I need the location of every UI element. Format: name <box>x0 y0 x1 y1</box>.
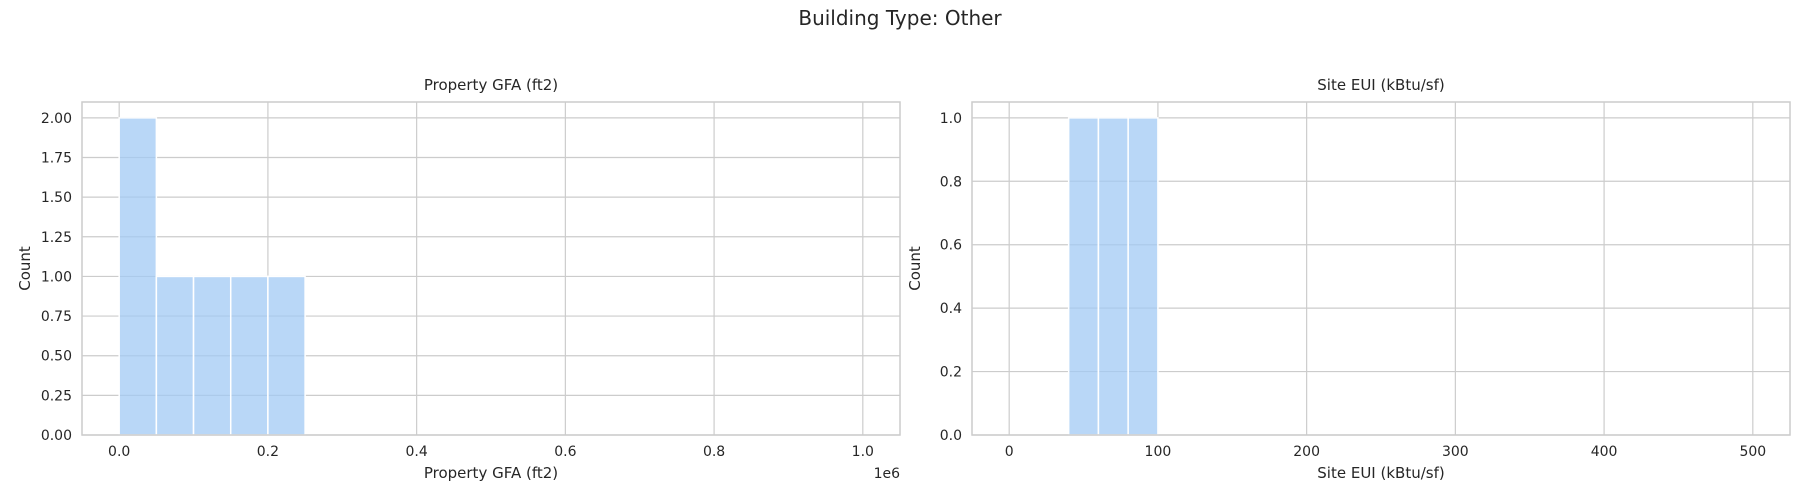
figure-title: Building Type: Other <box>798 6 1002 30</box>
y-tick-label: 0.50 <box>41 349 72 365</box>
x-tick-label: 300 <box>1442 444 1469 460</box>
x-tick-label: 0.6 <box>554 444 576 460</box>
chart-panel-1: 0.00 0.25 0.50 0.75 1.00 1.25 1.50 1.75 2.00 0.0 0… <box>16 76 901 482</box>
x-tick-label: 400 <box>1591 444 1618 460</box>
histogram-bar <box>192 275 232 436</box>
histogram-bar <box>1127 117 1159 436</box>
x-axis-offset-label: 1e6 <box>874 466 901 482</box>
x-axis-label: Site EUI (kBtu/sf) <box>1317 464 1444 482</box>
chart-panel-2: 0.0 0.2 0.4 0.6 0.8 1.0 0 100 200 300 400 500 Site E… <box>906 76 1791 482</box>
y-tick-label: 0.2 <box>940 365 962 381</box>
y-axis-label: Count <box>16 246 34 291</box>
x-tick-label: 1.0 <box>852 444 874 460</box>
y-tick-label: 0.00 <box>41 428 72 444</box>
y-tick-label: 1.0 <box>940 111 962 127</box>
histogram-bar <box>267 275 306 436</box>
y-tick-label: 0.0 <box>940 428 962 444</box>
y-tick-label: 1.00 <box>41 269 72 285</box>
y-tick-label: 1.50 <box>41 190 72 206</box>
y-tick-label: 1.75 <box>41 151 72 167</box>
histogram-bar <box>155 275 195 436</box>
x-tick-label: 200 <box>1293 444 1320 460</box>
y-tick-label: 1.25 <box>41 230 72 246</box>
y-tick-label: 0.6 <box>940 238 962 254</box>
x-axis-label: Property GFA (ft2) <box>424 464 558 482</box>
axes-frame <box>971 101 1791 436</box>
x-tick-label: 0.0 <box>108 444 130 460</box>
x-tick-label: 0.8 <box>703 444 725 460</box>
chart-title: Property GFA (ft2) <box>424 76 558 94</box>
y-tick-label: 0.75 <box>41 309 72 325</box>
y-tick-label: 0.4 <box>940 301 962 317</box>
y-axis-label: Count <box>906 246 924 291</box>
x-tick-label: 100 <box>1145 444 1172 460</box>
histogram-bar <box>1067 117 1100 436</box>
histogram-bar <box>118 117 158 436</box>
chart-title: Site EUI (kBtu/sf) <box>1317 76 1444 94</box>
axes-frame <box>81 101 901 436</box>
histogram-bar <box>229 275 269 436</box>
x-tick-label: 0.4 <box>406 444 428 460</box>
x-tick-label: 0 <box>1005 444 1014 460</box>
y-tick-label: 0.8 <box>940 174 962 190</box>
x-tick-label: 500 <box>1739 444 1766 460</box>
x-tick-label: 0.2 <box>257 444 279 460</box>
y-tick-label: 2.00 <box>41 111 72 127</box>
histogram-bar <box>1097 117 1129 436</box>
y-tick-label: 0.25 <box>41 388 72 404</box>
